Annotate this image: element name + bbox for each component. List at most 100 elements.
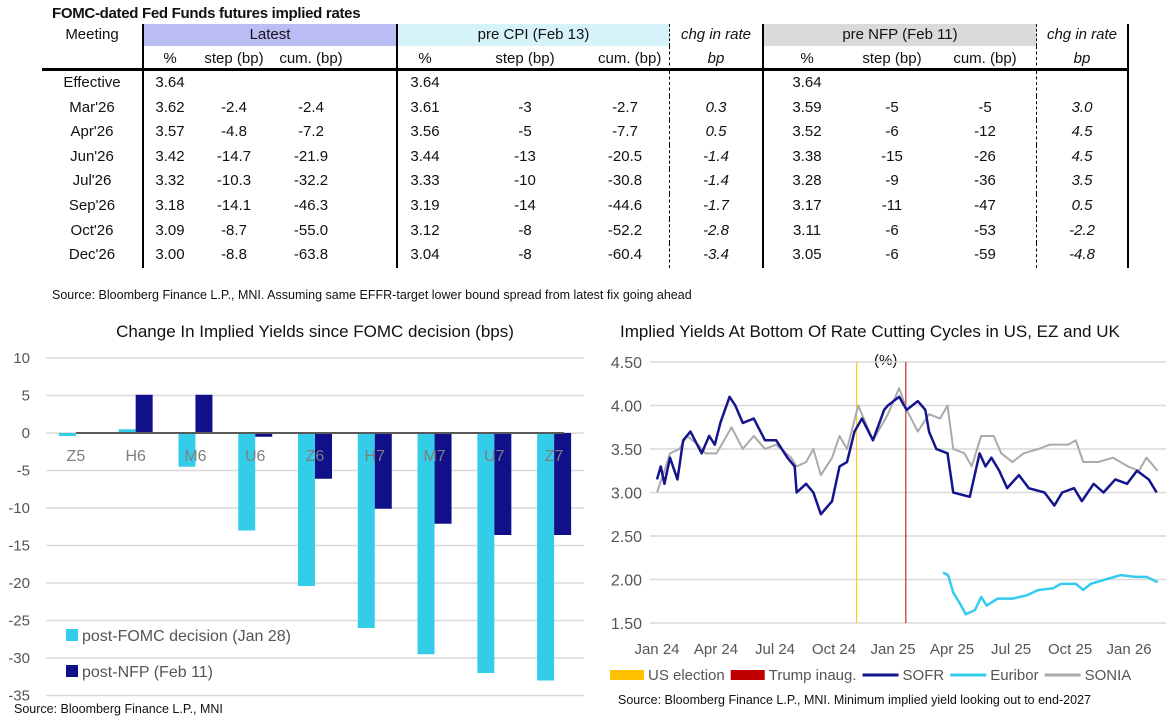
sub-step: step (bp) [850,46,934,71]
cell-c-pct: 3.64 [396,71,452,96]
x-tick-label: Z7 [545,448,564,465]
cell-n-cum: -47 [974,196,996,214]
cell-c-cum: -44.6 [607,196,643,214]
cell-n-step: -11 [881,196,903,214]
cell-c-step: -8 [518,221,532,239]
x-tick-label: Jul 24 [755,641,795,658]
spacer [350,169,396,194]
cell-l-pct: 3.57 [142,120,196,145]
y-tick-label: -5 [17,463,30,480]
cell-meeting: Dec'26 [68,246,116,264]
x-tick-label: Apr 25 [930,641,974,658]
cell-l-cum: -32.2 [293,172,329,190]
cell-l-step: -14.1 [216,196,252,214]
cell-c-cum: -2.7 [612,98,638,116]
y-tick-label: 10 [13,350,30,367]
cell-c-step: -8 [518,246,532,264]
spacer [652,243,669,268]
spacer [652,96,669,121]
bar-post-nfp-Z7 [554,433,572,535]
y-tick-label: 3.50 [611,442,642,459]
cell-n-chg: 4.5 [1036,144,1129,170]
pre-cpi-group-header: pre CPI (Feb 13) [396,24,669,46]
spacer [652,194,669,219]
x-tick-label: Oct 24 [812,641,856,658]
cell-l-step: -10.3 [216,172,252,190]
cell-c-pct: 3.44 [396,144,452,170]
x-tick-label: U7 [484,448,505,465]
cell-c-pct: 3.33 [396,169,452,194]
line-chart-subtitle: (%) [874,352,898,369]
legend-swatch [730,670,765,680]
legend-swatch [610,670,644,680]
y-tick-label: -15 [8,538,30,555]
cell-meeting: Apr'26 [70,123,114,141]
cell-c-chg: -2.8 [669,218,762,244]
cell-meeting: Sep'26 [68,196,116,214]
cell-c-step: -3 [518,98,532,116]
x-tick-label: M6 [184,448,206,465]
pre-nfp-group-header: pre NFP (Feb 11) [762,24,1036,46]
rates-table: Meeting Latest pre CPI (Feb 13) chg in r… [42,24,1129,268]
line-chart-source: Source: Bloomberg Finance L.P., MNI. Min… [618,693,1091,707]
cell-l-pct: 3.32 [142,169,196,194]
spacer [652,219,669,244]
legend-label: US election [648,667,725,684]
cell-c-cum: -52.2 [607,221,643,239]
cell-c-chg [669,71,762,96]
legend-label: post-FOMC decision (Jan 28) [82,628,291,645]
cell-c-step: -5 [518,123,532,141]
spacer [652,71,669,96]
cell-l-cum: -21.9 [293,147,329,165]
bar-post-fomc-U6 [238,433,256,531]
cell-c-pct: 3.61 [396,95,452,121]
cell-meeting: Jun'26 [70,147,114,165]
cell-n-chg: 3.0 [1036,95,1129,121]
x-tick-label: Jan 24 [634,641,679,658]
bar-post-nfp-U6 [255,433,273,437]
cell-meeting: Effective [63,74,121,91]
series-euribor [942,571,1159,616]
cell-c-pct: 3.19 [396,193,452,219]
x-tick-label: M7 [423,448,445,465]
y-tick-label: 3.00 [611,486,642,503]
cell-n-cum: -26 [974,147,996,165]
cell-n-pct: 3.64 [762,71,850,96]
series-sonia [656,387,1159,493]
sub-step: step (bp) [196,46,272,71]
legend-swatch [66,665,78,677]
spacer [350,145,396,170]
y-tick-label: 0 [22,425,30,442]
bar-post-fomc-M6 [178,433,196,467]
legend-label: Euribor [990,667,1038,684]
x-tick-label: Jul 25 [991,641,1031,658]
spacer [350,243,396,268]
bar-post-fomc-Z5 [58,433,76,436]
cell-n-cum: -12 [974,123,996,141]
cell-c-cum: -30.8 [607,172,643,190]
cell-n-step: -6 [885,221,899,239]
x-tick-label: H6 [125,448,146,465]
cell-n-pct: 3.28 [762,169,850,194]
cell-c-step [452,71,598,96]
cell-c-chg: -1.4 [669,144,762,170]
cell-c-pct: 3.56 [396,120,452,145]
cell-l-cum: -55.0 [293,221,329,239]
cell-l-pct: 3.09 [142,218,196,244]
cell-l-pct: 3.42 [142,144,196,170]
x-tick-label: Z6 [306,448,325,465]
table-title: FOMC-dated Fed Funds futures implied rat… [52,5,361,22]
cell-c-chg: -1.4 [669,169,762,194]
cell-c-cum: -7.7 [612,123,638,141]
x-tick-label: Z5 [67,448,86,465]
cell-c-cum [598,71,652,96]
cell-l-cum: -7.2 [298,123,324,141]
sub-pct: % [396,46,452,71]
cell-n-chg [1036,71,1129,96]
bar-chart-title: Change In Implied Yields since FOMC deci… [116,322,514,341]
sub-cum: cum. (bp) [934,46,1036,71]
legend-label: SONIA [1085,667,1132,684]
x-tick-label: Jan 26 [1107,641,1152,658]
spacer [350,120,396,145]
cell-n-chg: -4.8 [1036,243,1129,268]
